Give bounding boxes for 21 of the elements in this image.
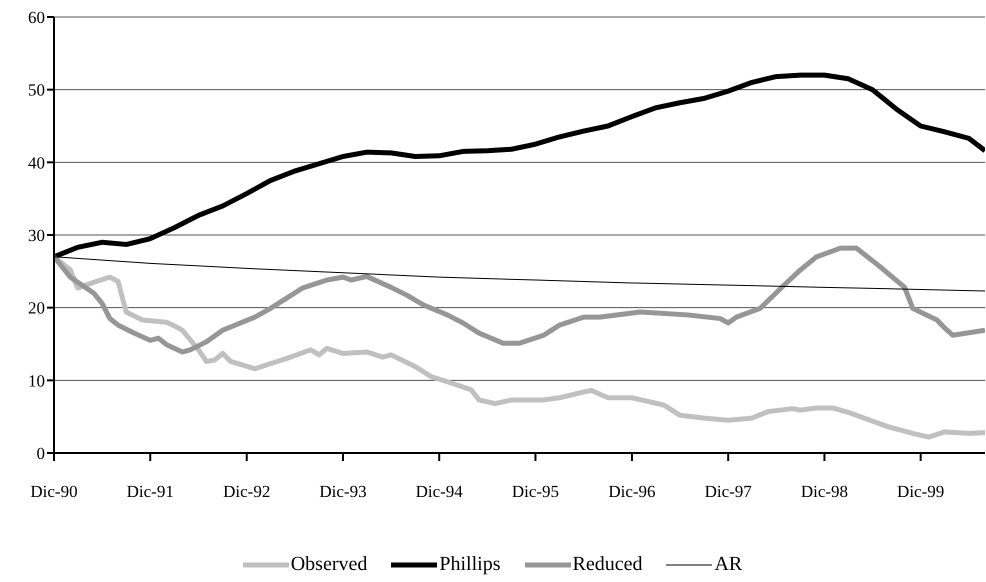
x-tick-label: Dic-96: [608, 482, 656, 502]
y-tick-label: 60: [28, 8, 45, 28]
x-tick-label: Dic-94: [416, 482, 464, 502]
x-tick-label: Dic-95: [512, 482, 560, 502]
x-tick-label: Dic-92: [223, 482, 270, 502]
y-tick-label: 30: [28, 226, 45, 246]
y-tick-label: 10: [28, 371, 45, 390]
x-tick-label: Dic-90: [30, 482, 78, 502]
legend-label: Reduced: [572, 553, 642, 576]
legend-label: Phillips: [439, 553, 500, 576]
y-tick-label: 40: [28, 153, 45, 172]
y-tick-label: 20: [28, 298, 45, 318]
legend-label: Observed: [290, 553, 368, 576]
x-tick-label: Dic-91: [126, 482, 174, 502]
y-tick-label: 50: [28, 80, 45, 100]
y-tick-label: 0: [36, 444, 45, 464]
x-tick-label: Dic-93: [319, 482, 367, 502]
legend-label: AR: [714, 553, 742, 576]
x-tick-label: Dic-97: [704, 482, 752, 502]
x-tick-label: Dic-99: [897, 482, 944, 502]
x-tick-label: Dic-98: [800, 482, 848, 502]
